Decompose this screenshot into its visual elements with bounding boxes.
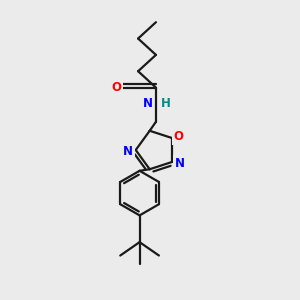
Text: H: H	[160, 98, 170, 110]
Text: O: O	[112, 81, 122, 94]
Text: N: N	[142, 98, 153, 110]
Text: N: N	[175, 157, 185, 170]
Text: O: O	[174, 130, 184, 143]
Text: N: N	[123, 145, 133, 158]
